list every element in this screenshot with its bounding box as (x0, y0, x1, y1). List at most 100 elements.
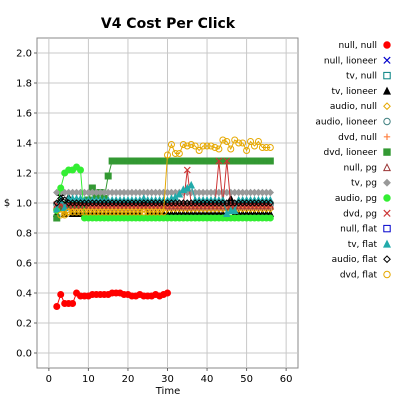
data-point (77, 208, 84, 216)
data-point (266, 199, 275, 207)
legend-label: tv, lioneer (331, 87, 377, 97)
data-point (132, 208, 140, 216)
data-point (254, 138, 262, 145)
legend-item-null-pg: null, pg (343, 163, 392, 173)
data-point (215, 145, 223, 153)
series-line (56, 197, 271, 204)
data-point (382, 163, 392, 172)
data-point (108, 208, 116, 216)
data-point (112, 208, 120, 216)
data-point (57, 291, 65, 298)
series-null-null (53, 289, 171, 310)
data-point (69, 300, 77, 307)
y-tick-label: 1.4 (16, 139, 32, 150)
legend-item-audio-flat: audio, flat (332, 255, 391, 265)
data-point (247, 138, 255, 145)
y-tick-label: 0.6 (16, 259, 32, 270)
data-point (266, 144, 274, 151)
data-point (215, 157, 223, 165)
data-point (195, 147, 203, 154)
data-point (199, 142, 207, 150)
x-tick-label: 10 (82, 374, 95, 385)
legend-label: audio, pg (335, 194, 377, 204)
data-point (179, 141, 187, 148)
x-tick-label: 60 (280, 374, 293, 385)
data-point (383, 224, 391, 233)
data-point (383, 102, 391, 111)
y-tick-label: 2.0 (16, 49, 32, 60)
data-point (383, 71, 391, 80)
x-tick-label: 40 (201, 374, 214, 385)
data-point (136, 208, 144, 216)
data-point (266, 157, 274, 165)
legend-item-null-lioneer: null, lioneer (324, 56, 391, 66)
x-tick-label: 30 (161, 374, 174, 385)
data-point (164, 289, 171, 297)
legend-item-dvd-lioneer: dvd, lioneer (324, 148, 391, 158)
legend-label: audio, null (330, 102, 377, 112)
y-tick-label: 0.0 (16, 349, 32, 360)
data-point (104, 208, 112, 216)
data-point (266, 214, 274, 222)
data-point (92, 208, 100, 216)
data-point (183, 142, 191, 150)
data-point (128, 208, 136, 216)
data-point (124, 208, 132, 216)
data-point (88, 208, 96, 216)
data-point (73, 208, 81, 216)
data-point (148, 208, 156, 216)
y-tick-label: 0.4 (16, 289, 32, 300)
data-point (191, 142, 199, 150)
data-point (52, 204, 61, 213)
series-dvd-flat (57, 136, 274, 219)
legend-label: null, flat (340, 225, 377, 235)
data-point (187, 141, 195, 148)
legend-item-audio-null: audio, null (330, 102, 391, 112)
legend-label: dvd, null (338, 133, 377, 143)
data-point (77, 166, 84, 174)
chart-title: V4 Cost Per Click (101, 16, 236, 32)
legend-label: null, lioneer (324, 56, 377, 66)
y-tick-label: 1.0 (16, 199, 32, 210)
series-audio-flat (53, 194, 275, 207)
axes: 0 10 20 30 40 50 60 0.0 0.2 0.4 0.6 0.8 1.0 1.2 1.4 1.6… (16, 49, 292, 386)
data-point (383, 255, 391, 264)
data-point (183, 166, 191, 174)
legend-label: tv, null (346, 72, 377, 82)
data-point (383, 194, 391, 202)
data-point (251, 142, 258, 150)
data-point (207, 142, 215, 150)
data-point (215, 201, 223, 210)
legend: null, null null, lioneer tv, null tv, lione… (315, 41, 392, 281)
legend-label: audio, flat (332, 255, 378, 265)
legend-label: dvd, flat (340, 271, 378, 281)
data-point (223, 157, 231, 165)
data-point (139, 194, 148, 202)
legend-label: tv, flat (348, 240, 378, 250)
data-point (164, 151, 171, 159)
data-point (69, 208, 77, 216)
legend-item-audio-lioneer: audio, lioneer (315, 117, 391, 128)
legend-label: null, pg (343, 163, 377, 173)
data-point (266, 188, 275, 197)
data-point (239, 139, 247, 147)
y-tick-label: 1.8 (16, 79, 32, 90)
legend-label: null, null (338, 41, 377, 51)
data-point (258, 144, 266, 151)
data-point (227, 145, 235, 153)
data-point (383, 56, 391, 64)
legend-label: audio, lioneer (315, 118, 377, 128)
series-group (52, 136, 275, 310)
data-point (383, 178, 391, 187)
x-tick-label: 0 (46, 374, 52, 385)
data-point (144, 208, 152, 216)
x-tick-label: 50 (240, 374, 253, 385)
data-point (140, 208, 148, 216)
data-point (383, 41, 391, 49)
data-point (383, 148, 391, 156)
data-point (160, 208, 168, 216)
data-point (100, 208, 108, 216)
data-point (120, 208, 128, 216)
data-point (383, 117, 391, 126)
